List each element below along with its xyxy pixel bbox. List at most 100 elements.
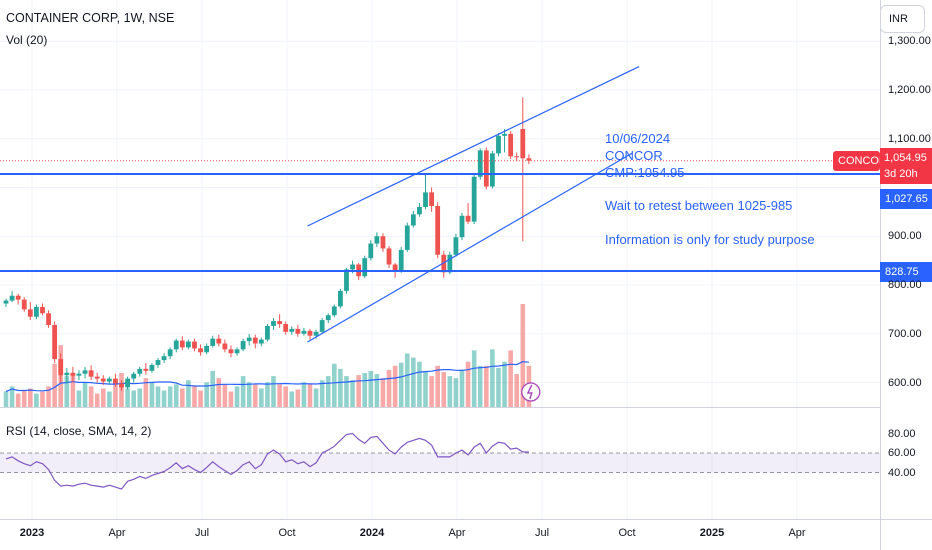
volume-bars <box>3 304 532 407</box>
candle-body <box>198 348 203 353</box>
candle-body <box>380 236 386 249</box>
volume-bar <box>398 362 404 407</box>
candle-body <box>331 306 337 316</box>
volume-bar <box>107 391 112 407</box>
volume-bar <box>332 363 337 407</box>
volume-bar <box>21 390 27 407</box>
candle-body <box>295 328 301 334</box>
volume-bar <box>356 375 361 407</box>
volume-bar <box>301 382 307 407</box>
volume-bar <box>198 390 203 407</box>
volume-bar <box>64 376 70 407</box>
time-tick-label: 2025 <box>699 527 725 539</box>
candle-body <box>429 192 434 207</box>
volume-bar <box>313 388 319 407</box>
candle-body <box>441 254 447 273</box>
candle-body <box>496 135 501 154</box>
candles <box>3 97 532 391</box>
price-tick-label: 1,200.00 <box>888 84 931 96</box>
candle-body <box>58 359 64 376</box>
candle-body <box>70 372 76 376</box>
volume-bar <box>46 386 51 407</box>
candle-body <box>173 340 179 350</box>
candle-body <box>423 192 428 207</box>
time-tick-label: Oct <box>618 527 636 539</box>
candle-body <box>514 156 520 158</box>
volume-bar <box>471 350 477 407</box>
ticker-label: CONCOR <box>833 151 887 171</box>
volume-bar <box>392 365 398 407</box>
volume-bar <box>502 361 507 407</box>
candle-body <box>192 341 197 349</box>
volume-bar <box>283 386 288 407</box>
price-tick-label: 600.00 <box>888 376 922 389</box>
candle-body <box>307 330 313 336</box>
volume-bar <box>76 390 82 407</box>
channel-upper-line <box>307 66 640 227</box>
candle-body <box>216 338 222 344</box>
time-tick-label: 2024 <box>359 527 385 539</box>
candle-body <box>490 153 495 187</box>
time-tick-label: Jul <box>194 527 210 539</box>
note-retest: Wait to retest between 1025-985 <box>605 198 793 213</box>
rsi-indicator-label[interactable]: RSI (14, close, SMA, 14, 2) <box>6 424 152 438</box>
candle-body <box>447 254 453 273</box>
candle-body <box>392 264 398 271</box>
volume-bar <box>173 384 179 407</box>
note-disclaimer: Information is only for study purpose <box>605 232 815 247</box>
candle-body <box>167 349 173 357</box>
candle-body <box>161 356 167 361</box>
candle-body <box>143 368 149 371</box>
candle-body <box>210 338 216 346</box>
chart-drawings <box>0 66 880 402</box>
volume-bar <box>15 393 21 407</box>
volume-bar <box>88 386 94 407</box>
lightning-icon <box>526 384 533 400</box>
candle-body <box>228 349 234 354</box>
volume-bar <box>28 388 33 407</box>
volume-bar <box>508 350 513 407</box>
price-tick-label: 900.00 <box>888 230 922 243</box>
volume-bar <box>465 361 471 407</box>
volume-bar <box>228 391 234 407</box>
volume-bar <box>143 378 149 407</box>
time-tick-label: Jul <box>534 527 550 539</box>
volume-bar <box>125 388 130 407</box>
candle-body <box>100 378 106 382</box>
volume-bar <box>277 384 282 407</box>
volume-indicator-label[interactable]: Vol (20) <box>6 33 48 47</box>
volume-bar <box>210 370 216 407</box>
volume-bar <box>484 365 489 407</box>
volume-ma-line <box>5 360 529 393</box>
volume-bar <box>307 384 313 407</box>
volume-bar <box>350 380 355 407</box>
candle-body <box>477 150 483 177</box>
volume-bar <box>404 353 410 407</box>
volume-bar <box>514 374 520 407</box>
volume-bar <box>9 386 15 407</box>
volume-bar <box>246 382 252 407</box>
volume-bar <box>435 365 440 407</box>
currency-selector[interactable]: INR <box>880 5 925 33</box>
volume-bar <box>362 373 368 407</box>
volume-bar <box>344 376 349 407</box>
rsi-tick-label: 60.00 <box>888 447 916 459</box>
volume-bar <box>70 373 76 407</box>
candle-body <box>40 306 45 314</box>
volume-bar <box>34 393 39 407</box>
volume-bar <box>490 349 495 407</box>
candle-body <box>459 215 465 238</box>
candle-body <box>410 214 416 226</box>
candle-body <box>483 150 489 187</box>
rsi-line <box>5 432 529 490</box>
volume-bar <box>222 384 228 407</box>
candle-body <box>325 315 331 321</box>
candle-body <box>21 299 27 310</box>
volume-bar <box>265 382 270 407</box>
price-tick-label: 1,100.00 <box>888 132 931 145</box>
candle-body <box>252 337 258 344</box>
candle-body <box>362 258 368 277</box>
price-tick-label: 1,300.00 <box>888 35 931 48</box>
volume-bar <box>295 389 301 407</box>
